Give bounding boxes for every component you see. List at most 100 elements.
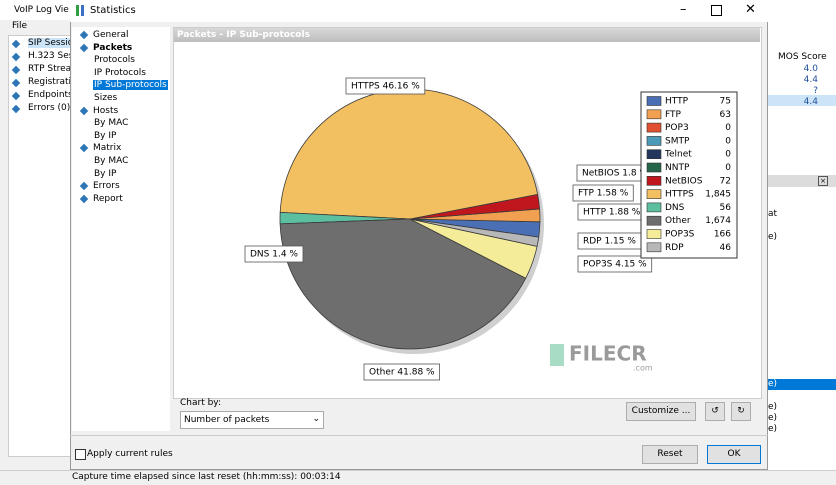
diamond [11,52,21,62]
app-icon [81,5,84,16]
mos-score: 4.0 [803,64,818,74]
slice-label-box [577,255,653,273]
watermark: FILECR [569,342,647,366]
tree-item[interactable]: Hosts [93,105,119,116]
bg-title: VoIP Log Vie [14,5,69,15]
legend-value: 72 [720,176,731,186]
tree-item[interactable]: Errors [93,181,120,192]
tree-item[interactable]: Report [93,193,123,204]
menu-file[interactable]: File [12,21,28,31]
tree-item[interactable]: Sizes [94,93,118,103]
legend-value: 1,674 [705,216,731,226]
session-item[interactable]: SIP Sessions [28,38,84,48]
minimize-button[interactable]: – [680,2,687,17]
select-arrow: ⌄ [312,414,320,424]
customize-button[interactable]: Customize ... [626,402,696,421]
session-item[interactable]: Endpoints ( [28,90,80,100]
tree-item[interactable]: By MAC [94,118,129,129]
tree-item[interactable]: Matrix [93,143,122,154]
legend-swatch [646,215,662,226]
diamond [11,104,21,114]
legend-value: 75 [720,97,731,107]
legend-label: NetBIOS [665,176,703,186]
legend-swatch [646,162,662,173]
dialog-title: Statistics [90,5,136,16]
tree-icon [79,181,89,191]
slice-label: NetBIOS 1.8 % [582,169,648,179]
tree-item[interactable]: IP Protocols [94,67,146,78]
legend-label: HTTP [665,97,689,107]
legend-label: POP3S [665,230,695,240]
session-tree: SIP Sessions H.323 Sessio RTP Streams Regis… [8,35,86,457]
legend-label: HTTPS [665,190,694,200]
panel-bar [768,175,836,187]
diamond [11,65,21,75]
side-text: e) [768,413,778,423]
slice-label: DNS 1.4 % [250,250,298,260]
ok-button[interactable]: OK [707,445,761,464]
mos-score: 4.4 [803,75,818,85]
diamond [11,39,21,49]
panel-title: Packets - IP Sub-protocols [174,28,760,42]
side-text: at [768,209,778,219]
column-header: MOS Score [778,52,827,62]
slice-label: HTTPS 46.16 % [351,82,420,92]
chart-by-label: Chart by: [180,398,222,408]
tree-item[interactable]: By MAC [94,156,129,166]
status-text: Capture time elapsed since last reset (h… [72,472,341,482]
tree-item[interactable]: General [93,30,129,40]
tree-item[interactable]: By IP [94,130,117,141]
tree-item[interactable]: IP Sub-protocols [93,80,168,91]
apply-checkbox[interactable] [75,449,86,460]
tree-icon [79,43,89,52]
panel-close: × [818,176,828,186]
legend-value: 0 [725,150,731,160]
tree-item[interactable]: By IP [94,168,117,179]
row-highlight [768,95,836,106]
legend-swatch [646,176,662,186]
legend-value: 0 [725,163,731,173]
side-text: e) [768,424,778,434]
legend-swatch [646,136,662,146]
slice-label-box [363,363,440,381]
watermark-suffix: .com [633,364,653,373]
session-item[interactable]: H.323 Sessio [28,51,87,61]
legend-label: FTP [665,110,682,120]
pie-slice [279,88,539,220]
legend-value: 166 [714,230,731,240]
watermark-icon [550,344,564,366]
tree-icon [79,106,89,115]
pie-slice [409,218,540,247]
legend-label: SMTP [665,136,690,146]
legend-swatch [646,109,662,120]
legend-swatch [646,122,662,133]
undo-button[interactable]: ↺ [705,402,725,421]
slice-label: Other 41.88 % [369,368,435,378]
tree-icon [79,144,89,153]
pie-slice [279,218,527,350]
session-item[interactable]: Errors (0) [28,103,71,113]
apply-label[interactable]: Apply current rules [87,449,173,459]
slice-label: POP3S 4.15 % [583,260,647,270]
legend-swatch [646,96,662,106]
slice-label: RDP 1.15 % [583,237,636,247]
legend-swatch [646,189,662,199]
session-item[interactable]: RTP Streams [28,64,85,74]
tree-item[interactable]: Packets [93,42,133,53]
tree-item[interactable]: Protocols [94,55,135,66]
slice-label: HTTP 1.88 % [583,208,641,218]
maximize-button[interactable] [711,5,722,16]
close-button[interactable]: ✕ [745,2,756,17]
slice-label: FTP 1.58 % [578,189,629,199]
reset-button[interactable]: Reset [642,445,698,464]
redo-button[interactable]: ↻ [731,402,751,421]
legend-swatch [646,202,662,213]
right-panel: MOS Score 4.0 4.4? 4.4 × at e) e) e) e) e) [768,20,836,470]
select-value: Number of packets [184,415,270,425]
legend-value: 63 [720,110,731,120]
side-text: e) [768,232,778,242]
session-item[interactable]: Registration [28,77,83,87]
slice-label-box [572,184,634,202]
legend-value: 0 [725,123,731,133]
chart-by-select[interactable]: Number of packets ⌄ [180,411,324,429]
